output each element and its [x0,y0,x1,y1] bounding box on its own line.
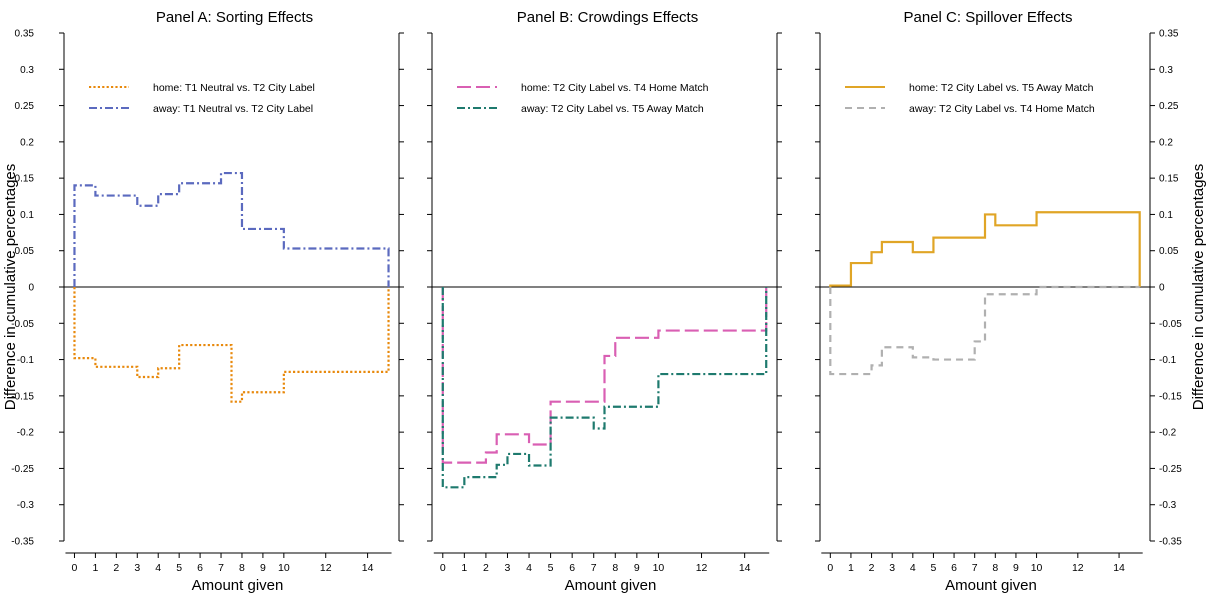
x-tick-label: 3 [505,562,511,574]
y-tick-label: -0.2 [17,428,35,439]
y-tick-label: 0.3 [20,65,34,76]
y-tick-label: 0.1 [20,210,34,221]
x-tick-label: 5 [931,562,937,574]
y-tick-label: 0.25 [1159,101,1179,112]
legend-label: away: T1 Neutral vs. T2 City Label [153,103,313,115]
y-tick-label: -0.3 [1159,500,1177,511]
x-tick-label: 1 [461,562,467,574]
y-tick-label: -0.35 [11,537,34,548]
x-tick-label: 7 [972,562,978,574]
x-tick-label: 14 [739,562,751,574]
legend-label: home: T2 City Label vs. T4 Home Match [521,82,709,94]
x-axis-label: Amount given [192,577,284,594]
x-tick-label: 6 [951,562,957,574]
y-tick-label: -0.05 [11,319,34,330]
x-tick-label: 7 [218,562,224,574]
x-tick-label: 0 [827,562,833,574]
x-tick-label: 14 [1113,562,1125,574]
series-line-away [829,285,1140,376]
x-tick-label: 9 [1013,562,1019,574]
x-tick-label: 1 [92,562,98,574]
x-tick-label: 12 [696,562,708,574]
x-tick-label: 5 [548,562,554,574]
x-axis-label: Amount given [565,577,657,594]
series-line-home [441,287,768,464]
series-line-away [441,287,768,489]
series-line-home [73,287,390,403]
y-tick-label: 0 [1159,283,1165,294]
x-tick-label: 6 [569,562,575,574]
x-tick-label: 8 [612,562,618,574]
panel-c: Panel C: Spillover Effects0.350.30.250.2… [815,9,1182,594]
y-tick-label: 0.2 [20,137,34,148]
y-tick-label: 0.15 [1159,174,1179,185]
series-line-away [73,171,390,287]
x-tick-label: 4 [910,562,916,574]
x-tick-label: 8 [239,562,245,574]
y-tick-label: -0.15 [11,391,34,402]
x-tick-label: 6 [197,562,203,574]
panel-title: Panel A: Sorting Effects [156,9,313,26]
x-tick-label: 2 [113,562,119,574]
x-tick-label: 14 [362,562,374,574]
x-tick-label: 2 [869,562,875,574]
y-axis-label-left: Difference in cumulative percentages [2,164,19,411]
series-line-home [829,211,1141,287]
y-tick-label: 0.3 [1159,65,1173,76]
x-tick-label: 9 [634,562,640,574]
y-tick-label: 0.05 [15,246,35,257]
y-tick-label: 0.15 [15,174,35,185]
y-tick-label: -0.3 [17,500,35,511]
y-tick-label: -0.25 [1159,464,1182,475]
x-tick-label: 4 [526,562,532,574]
y-tick-label: 0.35 [1159,29,1179,40]
x-tick-label: 10 [1031,562,1043,574]
y-tick-label: -0.35 [1159,537,1182,548]
legend-label: away: T2 City Label vs. T5 Away Match [521,103,704,115]
legend-label: away: T2 City Label vs. T4 Home Match [909,103,1095,115]
y-tick-label: -0.25 [11,464,34,475]
y-axis-label-right: Difference in cumulative percentages [1190,164,1207,411]
x-tick-label: 10 [278,562,290,574]
y-tick-label: 0.1 [1159,210,1173,221]
x-tick-label: 2 [483,562,489,574]
panel-title: Panel B: Crowdings Effects [517,9,698,26]
x-tick-label: 3 [134,562,140,574]
x-tick-label: 0 [72,562,78,574]
x-tick-label: 12 [320,562,332,574]
legend-label: home: T1 Neutral vs. T2 City Label [153,82,315,94]
x-tick-label: 0 [440,562,446,574]
y-tick-label: 0 [28,283,34,294]
y-tick-label: 0.05 [1159,246,1179,257]
x-tick-label: 7 [591,562,597,574]
x-tick-label: 3 [889,562,895,574]
y-tick-label: 0.35 [15,29,35,40]
y-tick-label: 0.2 [1159,137,1173,148]
y-tick-label: -0.1 [17,355,35,366]
x-tick-label: 8 [992,562,998,574]
x-tick-label: 10 [653,562,665,574]
y-tick-label: -0.05 [1159,319,1182,330]
x-tick-label: 12 [1072,562,1084,574]
y-tick-label: 0.25 [15,101,35,112]
panel-a: Panel A: Sorting Effects 0.35 0.3 0.25 0.2 0.… [11,9,404,594]
legend-label: home: T2 City Label vs. T5 Away Match [909,82,1094,94]
y-tick-label: -0.2 [1159,428,1177,439]
panel-title: Panel C: Spillover Effects [904,9,1073,26]
x-axis-label: Amount given [945,577,1037,594]
x-tick-label: 9 [260,562,266,574]
y-tick-label: -0.15 [1159,391,1182,402]
x-tick-label: 5 [176,562,182,574]
x-tick-label: 1 [848,562,854,574]
y-tick-label: -0.1 [1159,355,1177,366]
x-tick-label: 4 [155,562,161,574]
